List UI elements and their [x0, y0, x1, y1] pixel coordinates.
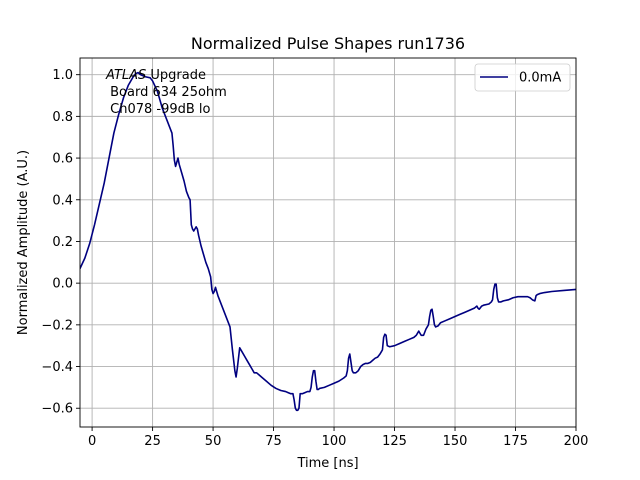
annotation-line-2: Board 634 25ohm	[106, 85, 227, 100]
series-line-0.0mA	[80, 71, 576, 412]
y-tick-label: 1.0	[52, 68, 73, 83]
y-tick-label: 0.6	[52, 152, 73, 167]
x-tick-label: 75	[265, 434, 282, 449]
x-tick-label: 25	[144, 434, 161, 449]
y-tick-label: −0.2	[41, 318, 73, 333]
x-tick-label: 175	[503, 434, 528, 449]
x-tick-label: 200	[564, 434, 589, 449]
x-axis-label: Time [ns]	[296, 456, 358, 471]
annotation: ATLAS Upgrade Board 634 25ohm Ch078 -99d…	[105, 68, 227, 117]
y-tick-label: 0.4	[52, 193, 73, 208]
y-tick-label: 0.0	[52, 277, 73, 292]
y-tick-label: −0.6	[41, 402, 73, 417]
plot-frame	[79, 57, 577, 428]
x-tick-label: 0	[88, 434, 96, 449]
ticks: 0 25 50 75 100 125 150 175 200 −0.6 −0.4 −0.2 0.0 0.2…	[41, 68, 588, 449]
atlas-label: ATLAS	[105, 68, 146, 83]
annotation-upgrade: Upgrade	[146, 68, 206, 83]
y-tick-label: −0.4	[41, 360, 73, 375]
annotation-line-3: Ch078 -99dB lo	[106, 102, 211, 117]
x-tick-label: 125	[382, 434, 407, 449]
series-layer	[80, 71, 576, 412]
chart-title: Normalized Pulse Shapes run1736	[191, 34, 465, 53]
legend: 0.0mA	[474, 63, 571, 92]
legend-label: 0.0mA	[519, 71, 561, 86]
y-tick-label: 0.2	[52, 235, 73, 250]
x-tick-label: 100	[322, 434, 347, 449]
x-tick-label: 150	[443, 434, 468, 449]
y-axis-label: Normalized Amplitude (A.U.)	[16, 150, 31, 335]
annotation-line-1: ATLAS Upgrade	[105, 68, 206, 83]
x-tick-label: 50	[205, 434, 222, 449]
legend-box	[474, 63, 571, 92]
y-tick-label: 0.8	[52, 110, 73, 125]
